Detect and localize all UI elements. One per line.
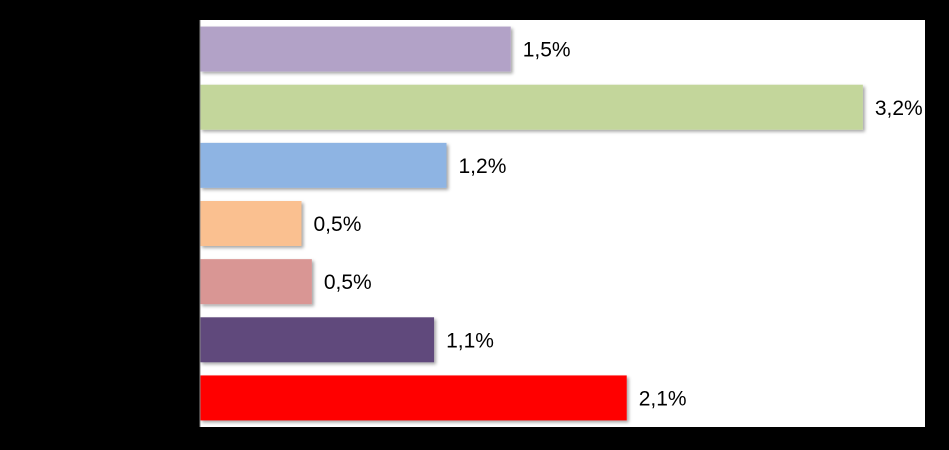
value-label: 1,2%	[459, 155, 507, 178]
bar	[200, 317, 435, 363]
bar	[200, 26, 511, 72]
bar	[200, 259, 312, 305]
bar	[200, 201, 302, 246]
value-label: 0,5%	[324, 271, 372, 294]
value-label: 1,1%	[446, 329, 494, 352]
bar	[200, 84, 863, 130]
bar	[200, 375, 627, 421]
plot-area	[200, 20, 925, 427]
bar	[200, 142, 447, 188]
value-label: 3,2%	[875, 97, 923, 120]
value-label: 2,1%	[639, 387, 687, 410]
value-label: 1,5%	[523, 39, 571, 62]
value-label: 0,5%	[314, 213, 362, 236]
